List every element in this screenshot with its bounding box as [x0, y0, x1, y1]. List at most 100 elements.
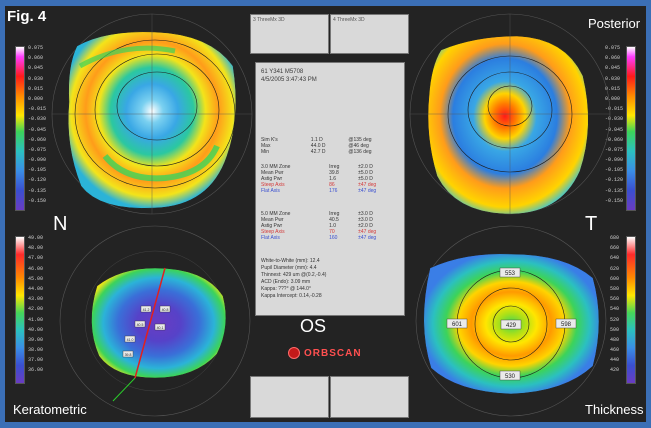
scale-tick-label: 0.030: [605, 75, 621, 82]
table-cell: Max: [261, 143, 271, 149]
measurement-line: Kappa: ???° @ 144.0°: [261, 286, 311, 292]
scale-tick-label: 0.015: [28, 85, 44, 92]
table-cell: ±5.0 D: [358, 170, 373, 176]
scale-tick-label: 43.00: [28, 296, 44, 303]
brand-logo-icon: [288, 347, 300, 359]
table-cell: 1.0: [329, 223, 337, 229]
table-row: Flat Axis 160 ±47 deg: [259, 235, 401, 241]
keratometric-value: 39.8: [125, 353, 132, 357]
measurement-line: Pupil Diameter (mm): 4.4: [261, 265, 317, 271]
table-cell: Mean Pwr: [261, 217, 284, 223]
scale-tick-label: 37.00: [28, 357, 44, 364]
scale-tick-label: -0.015: [28, 106, 47, 113]
scale-tick-label: 0.075: [605, 45, 621, 51]
table-cell: Steep Axis: [261, 229, 285, 235]
table-cell: Mean Pwr: [261, 170, 284, 176]
scale-tick-label: 48.00: [28, 245, 44, 252]
table-cell: 1.1 D: [310, 137, 323, 143]
scale-tick-label: 0.000: [605, 95, 621, 102]
scale-tick-label: 47.00: [28, 255, 44, 262]
elevation-scale-left-labels: 0.075 0.060 0.045 0.030 0.015 0.000 -0.015 -0.0…: [28, 45, 47, 209]
elevation-scale-left: [15, 46, 25, 211]
keratometric-value: 40.5: [137, 323, 144, 327]
scale-tick-label: 49.00: [28, 235, 44, 241]
eye-label: OS: [300, 316, 327, 336]
anterior-elevation-map: [51, 13, 253, 215]
table-row: 3.0 MM Zone Irreg ±2.0 D: [259, 164, 401, 170]
zone-5mm-table: 5.0 MM Zone Irreg ±3.0 D Mean Pwr 40.5 ±3.0 D…: [259, 211, 401, 241]
thickness-value: 601: [452, 322, 463, 328]
table-cell: 42.7 D: [310, 149, 326, 155]
info-panel: [255, 62, 405, 316]
keratometric-value: 40.1: [157, 326, 164, 330]
keratometric-label: Keratometric: [13, 402, 87, 417]
measurement-line: White-to-White (mm): 12.4: [261, 258, 320, 264]
table-row: Sim K's 1.1 D @135 deg: [259, 137, 401, 143]
table-cell: ±3.0 D: [358, 217, 373, 223]
table-cell: Flat Axis: [261, 235, 280, 241]
thickness-scale: [626, 236, 636, 384]
table-cell: 176: [329, 188, 338, 194]
thickness-value: 530: [505, 374, 516, 380]
scale-tick-label: 0.015: [605, 85, 621, 92]
scale-tick-label: -0.090: [28, 157, 47, 164]
scale-tick-label: 660: [610, 245, 620, 252]
elevation-scale-right-labels: 0.075 0.060 0.045 0.030 0.015 0.000 -0.015 -0.0…: [605, 45, 624, 209]
table-cell: 44.0 D: [310, 143, 326, 149]
measurement-line: ACD (Endo): 3.09 mm: [261, 279, 311, 285]
scale-tick-label: 42.00: [28, 306, 44, 313]
table-cell: 5.0 MM Zone: [261, 211, 291, 217]
scale-tick-label: 680: [610, 235, 620, 241]
table-cell: ±2.0 D: [358, 164, 373, 170]
scale-tick-label: -0.030: [28, 116, 47, 123]
posterior-label: Posterior: [588, 16, 641, 31]
table-cell: Min: [261, 149, 270, 155]
scale-tick-label: 0.045: [605, 65, 621, 72]
table-cell: @136 deg: [348, 149, 372, 155]
scale-tick-label: 580: [610, 285, 620, 292]
scale-tick-label: 40.00: [28, 326, 44, 333]
table-cell: ±47 deg: [358, 182, 377, 188]
table-row: Steep Axis 70 ±47 deg: [259, 229, 401, 235]
scale-tick-label: 440: [610, 357, 620, 364]
scale-tick-label: -0.120: [28, 177, 47, 184]
table-row: Flat Axis 176 ±47 deg: [259, 188, 401, 194]
keratometric-scale: [15, 236, 25, 384]
scale-tick-label: -0.090: [605, 157, 624, 164]
measurements-list: White-to-White (mm): 12.4 Pupil Diameter …: [261, 258, 401, 300]
scale-tick-label: -0.060: [28, 136, 47, 143]
table-cell: @46 deg: [348, 143, 369, 149]
scale-tick-label: 45.00: [28, 275, 44, 282]
scale-tick-label: 600: [610, 275, 620, 282]
table-row: Astig Pwr 1.6 ±5.0 D: [259, 176, 401, 182]
brand-name: ORBSCAN: [304, 347, 362, 359]
table-row: Min 42.7 D @136 deg: [259, 149, 401, 155]
scale-tick-label: 0.060: [28, 55, 44, 62]
table-row: Steep Axis 86 ±47 deg: [259, 182, 401, 188]
table-cell: Flat Axis: [261, 188, 280, 194]
scale-tick-label: -0.075: [28, 146, 47, 153]
temporal-label: T: [585, 213, 598, 235]
table-cell: [301, 149, 309, 155]
table-row: Max 44.0 D @46 deg: [259, 143, 401, 149]
scale-tick-label: -0.150: [605, 197, 624, 204]
table-cell: @135 deg: [348, 137, 372, 143]
keratometric-scale-labels: 49.00 48.00 47.00 46.00 45.00 44.00 43.00 42.00…: [28, 235, 44, 379]
scale-tick-label: -0.075: [605, 146, 624, 153]
scale-tick-label: -0.015: [605, 106, 624, 113]
brand-logo: ORBSCAN: [288, 347, 362, 359]
scale-tick-label: -0.105: [605, 167, 624, 174]
scale-tick-label: 620: [610, 265, 620, 272]
keratometric-value-labels: 41.2 40.8 40.5 40.1 41.0 39.8: [125, 308, 169, 357]
table-cell: 3.0 MM Zone: [261, 164, 291, 170]
scale-tick-label: 0.030: [28, 75, 44, 82]
patient-id: 61 Y341 M5708: [261, 69, 304, 75]
scale-tick-label: 540: [610, 306, 620, 313]
scale-tick-label: -0.105: [28, 167, 47, 174]
scale-tick-label: 0.000: [28, 95, 44, 102]
keratometric-map: [59, 225, 251, 417]
scale-tick-label: 36.00: [28, 367, 44, 374]
table-row: 5.0 MM Zone Irreg ±3.0 D: [259, 211, 401, 217]
scale-tick-label: 0.045: [28, 65, 44, 72]
